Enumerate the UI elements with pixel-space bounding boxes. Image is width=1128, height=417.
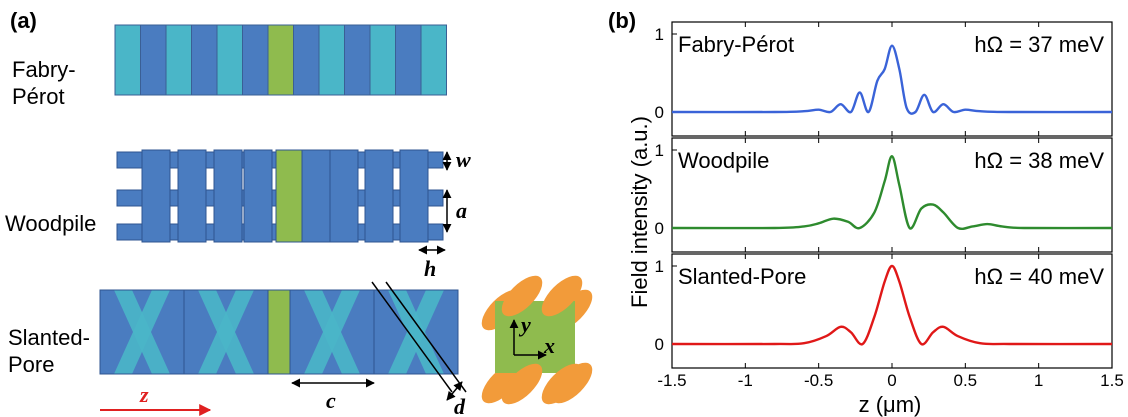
dimension-h: h	[418, 245, 446, 281]
cross-section-diagram: y x	[481, 275, 593, 405]
fp-layer	[344, 24, 371, 96]
series-line	[671, 155, 1113, 231]
slanted-pore-label-line2: Pore	[8, 352, 54, 377]
woodpile-bar	[275, 149, 305, 243]
z-direction-label: z	[139, 382, 149, 407]
dimension-w-label: w	[456, 147, 471, 172]
series-line	[671, 264, 1113, 346]
fabry-perot-label-line1: Fabry-	[12, 57, 76, 82]
y-tick-label: 1	[655, 141, 664, 160]
fp-layer	[191, 24, 218, 96]
subplot-name: Fabry-Pérot	[678, 32, 794, 57]
subplot-frame	[671, 21, 1113, 137]
energy-annotation: hΩ = 38 meV	[974, 148, 1104, 173]
fp-layer	[420, 24, 447, 96]
axis-y-label: y	[518, 312, 531, 337]
x-axis-title: z (μm)	[859, 392, 922, 417]
y-axis-title: Field intensity (a.u.)	[627, 116, 652, 308]
x-tick-label: -1	[738, 371, 753, 390]
x-tick-label: 0	[887, 371, 896, 390]
y-tick-label: 0	[655, 335, 664, 354]
energy-annotation: hΩ = 40 meV	[974, 264, 1104, 289]
slanted-pore-defect	[267, 289, 291, 375]
y-tick-label: 0	[655, 219, 664, 238]
subplot-fabry-p-rot: 0 1 Fabry-Pérot hΩ = 37 meV	[655, 21, 1113, 137]
fp-layer	[114, 24, 141, 96]
pore-edge-line	[371, 281, 453, 393]
fp-layer	[293, 24, 320, 96]
field-intensity-plots: 0 1 Fabry-Pérot hΩ = 37 meV 0 1 Woodpile hΩ = 3…	[655, 21, 1124, 390]
woodpile-bar	[399, 149, 429, 243]
dimension-w: w	[442, 147, 471, 172]
slanted-pore-cell	[373, 289, 459, 375]
subplot-name: Slanted-Pore	[678, 264, 806, 289]
axis-x-label: x	[543, 333, 555, 358]
subplot-name: Woodpile	[678, 148, 769, 173]
woodpile-bar	[213, 149, 243, 243]
woodpile-bar	[364, 149, 394, 243]
dimension-c: c	[291, 378, 375, 413]
y-tick-label: 0	[655, 103, 664, 122]
woodpile-structure	[116, 149, 444, 243]
dimension-d-label: d	[454, 394, 466, 417]
fp-layer	[395, 24, 422, 96]
y-tick-label: 1	[655, 257, 664, 276]
x-tick-label: -0.5	[804, 371, 833, 390]
subplot-frame	[671, 253, 1113, 369]
dimension-a: a	[442, 189, 467, 233]
fp-layer	[267, 24, 294, 96]
series-line	[671, 44, 1113, 115]
panel-a-label: (a)	[10, 8, 37, 33]
woodpile-bar	[141, 149, 171, 243]
woodpile-bar	[243, 149, 273, 243]
fp-layer	[318, 24, 345, 96]
woodpile-bar	[301, 149, 331, 243]
fabry-perot-label-line2: Pérot	[12, 84, 65, 109]
fabry-perot-structure	[114, 24, 447, 96]
fp-layer	[216, 24, 243, 96]
slanted-pore-label-line1: Slanted-	[8, 325, 90, 350]
subplot-woodpile: 0 1 Woodpile hΩ = 38 meV	[655, 137, 1113, 253]
woodpile-bar	[329, 149, 359, 243]
fp-layer	[369, 24, 396, 96]
energy-annotation: hΩ = 37 meV	[974, 32, 1104, 57]
fp-layer	[242, 24, 269, 96]
x-tick-label: 0.5	[954, 371, 978, 390]
pore-edge-line	[385, 281, 467, 393]
fp-layer	[165, 24, 192, 96]
z-direction-arrow: z	[100, 382, 212, 416]
x-tick-label: 1.5	[1100, 371, 1124, 390]
fp-layer	[140, 24, 167, 96]
slanted-pore-structure	[99, 281, 467, 393]
dimension-h-label: h	[424, 256, 436, 281]
x-tick-label: 1	[1034, 371, 1043, 390]
woodpile-label: Woodpile	[5, 211, 96, 236]
dimension-c-label: c	[326, 388, 336, 413]
x-tick-label: -1.5	[657, 371, 686, 390]
subplot-slanted-pore: 0 1 Slanted-Pore hΩ = 40 meV	[655, 253, 1113, 369]
dimension-a-label: a	[456, 198, 467, 223]
slanted-pore-cell	[183, 289, 269, 375]
woodpile-bar	[177, 149, 207, 243]
dimension-d: d	[446, 381, 466, 417]
panel-b-label: (b)	[608, 8, 636, 33]
y-tick-label: 1	[655, 25, 664, 44]
